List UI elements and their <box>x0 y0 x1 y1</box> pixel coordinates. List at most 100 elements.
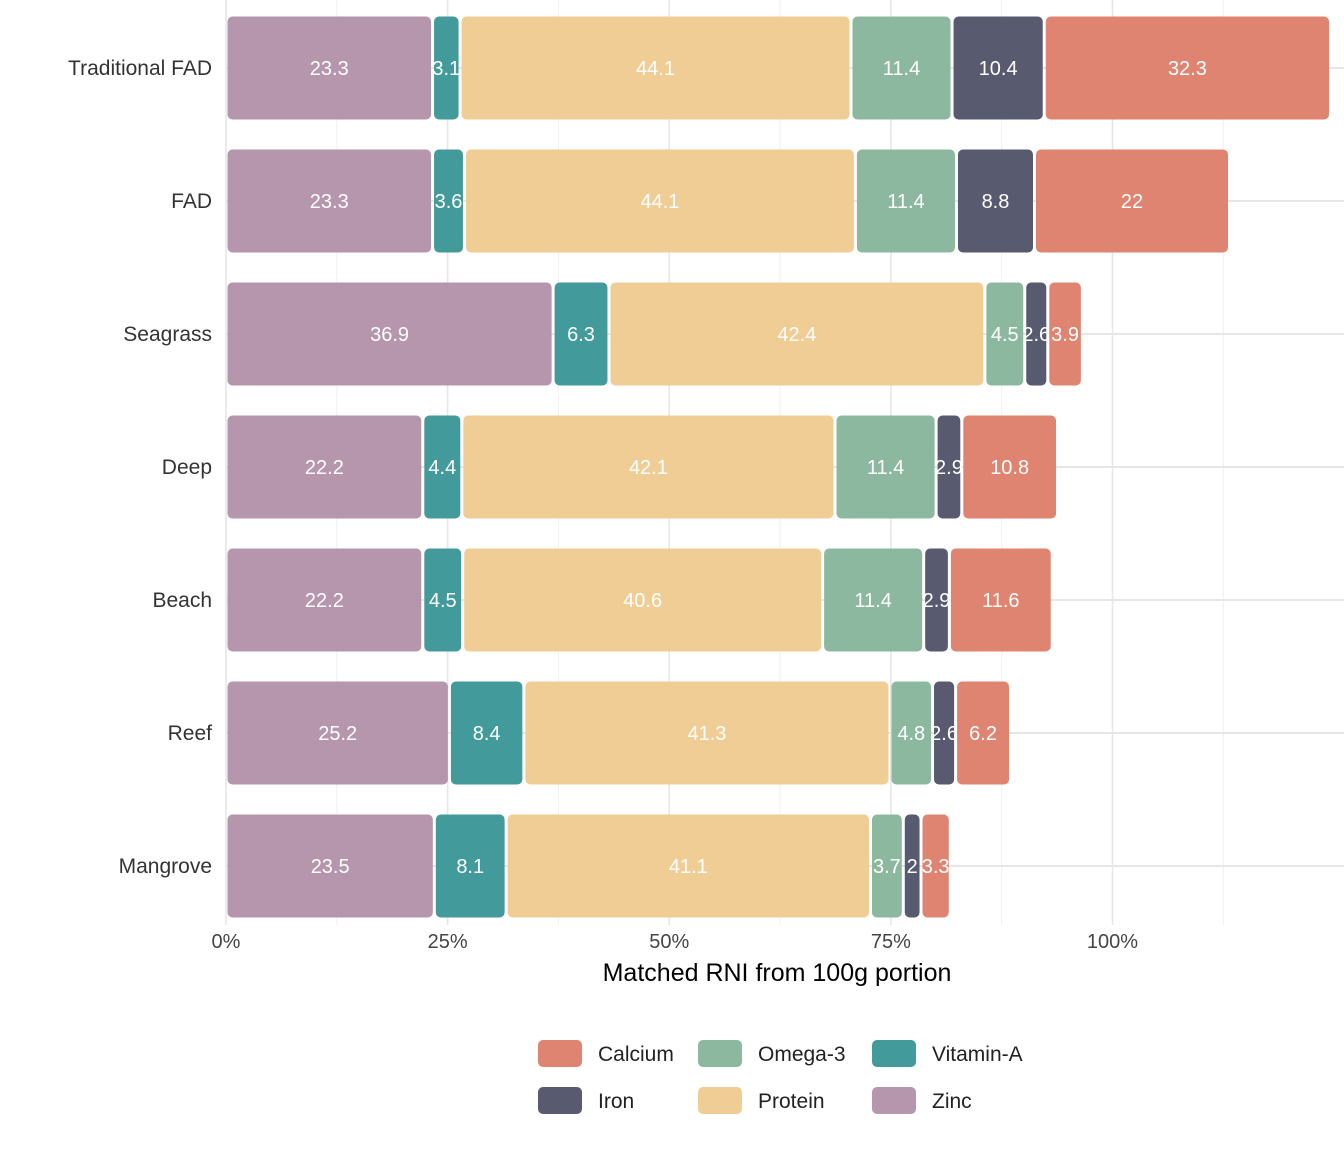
x-axis-title: Matched RNI from 100g portion <box>603 959 952 987</box>
bar-calcium <box>1045 16 1330 120</box>
bar-calcium <box>957 681 1010 785</box>
bar-vitamin-a <box>424 548 462 652</box>
category-label: Seagrass <box>123 323 212 346</box>
category-label: Reef <box>168 722 213 745</box>
data-label-protein: 41.3 <box>687 723 726 745</box>
data-label-calcium: 6.2 <box>969 723 997 745</box>
data-label-iron: 10.4 <box>979 58 1018 80</box>
data-label-calcium: 3.3 <box>922 856 950 878</box>
bar-iron <box>937 415 961 519</box>
data-label-omega-3: 4.8 <box>897 723 925 745</box>
legend-swatch-protein <box>698 1087 742 1114</box>
category-label: FAD <box>171 190 212 213</box>
legend-label-protein: Protein <box>758 1090 825 1113</box>
bar-calcium <box>1049 282 1081 386</box>
data-label-calcium: 22 <box>1121 191 1143 213</box>
bar-vitamin-a <box>435 814 505 918</box>
data-label-omega-3: 3.7 <box>873 856 901 878</box>
data-label-iron: 2.6 <box>1022 324 1050 346</box>
x-tick-labels: 0% 25% 50% 75% 100% <box>212 931 1139 953</box>
data-label-zinc: 23.5 <box>311 856 350 878</box>
data-label-vitamin-a: 4.4 <box>428 457 456 479</box>
bar-protein <box>461 16 850 120</box>
data-label-omega-3: 11.4 <box>883 58 920 80</box>
category-label: Mangrove <box>119 855 212 878</box>
bar-zinc <box>227 681 448 785</box>
data-label-omega-3: 11.4 <box>887 191 924 213</box>
bar-omega-3 <box>824 548 923 652</box>
data-label-vitamin-a: 8.4 <box>473 723 501 745</box>
data-label-calcium: 10.8 <box>990 457 1029 479</box>
legend-swatch-omega-3 <box>698 1040 742 1067</box>
bar-omega-3 <box>871 814 902 918</box>
bar-iron <box>953 16 1043 120</box>
bar-zinc <box>227 814 433 918</box>
data-label-omega-3: 11.4 <box>854 590 891 612</box>
data-label-zinc: 23.3 <box>310 58 349 80</box>
data-label-protein: 40.6 <box>623 590 662 612</box>
bar-omega-3 <box>856 149 955 253</box>
x-tick-label: 0% <box>212 931 241 953</box>
bar-calcium <box>950 548 1051 652</box>
data-label-iron: 2 <box>907 856 918 878</box>
bar-omega-3 <box>852 16 951 120</box>
x-tick-label: 25% <box>428 931 468 953</box>
data-label-iron: 2.9 <box>935 457 963 479</box>
category-label: Deep <box>162 456 212 479</box>
bar-iron <box>957 149 1033 253</box>
bar-iron <box>904 814 920 918</box>
data-label-zinc: 22.2 <box>305 590 344 612</box>
data-label-vitamin-a: 4.5 <box>429 590 457 612</box>
bar-iron <box>934 681 955 785</box>
data-label-protein: 41.1 <box>669 856 708 878</box>
legend-label-omega-3: Omega-3 <box>758 1043 846 1066</box>
data-label-calcium: 32.3 <box>1168 58 1207 80</box>
bar-vitamin-a <box>554 282 608 386</box>
data-label-protein: 44.1 <box>640 191 679 213</box>
bar-protein <box>610 282 984 386</box>
bar-vitamin-a <box>434 16 459 120</box>
bar-omega-3 <box>836 415 935 519</box>
x-tick-label: 75% <box>871 931 911 953</box>
bar-calcium <box>963 415 1057 519</box>
legend-swatch-vitamin-a <box>872 1040 916 1067</box>
data-label-calcium: 3.9 <box>1051 324 1079 346</box>
legend-swatch-calcium <box>538 1040 582 1067</box>
data-label-protein: 42.4 <box>777 324 816 346</box>
bar-vitamin-a <box>424 415 461 519</box>
data-label-vitamin-a: 3.1 <box>432 58 460 80</box>
data-label-zinc: 22.2 <box>305 457 344 479</box>
data-label-omega-3: 4.5 <box>991 324 1019 346</box>
bar-zinc <box>227 149 432 253</box>
bar-protein <box>465 149 854 253</box>
category-labels: Traditional FAD FAD Seagrass Deep Beach Reef M… <box>68 57 212 878</box>
bar-zinc <box>227 415 422 519</box>
bar-omega-3 <box>891 681 932 785</box>
data-label-zinc: 36.9 <box>370 324 409 346</box>
data-label-iron: 2.9 <box>923 590 951 612</box>
bar-protein <box>464 548 822 652</box>
bar-protein <box>525 681 889 785</box>
bar-iron <box>925 548 948 652</box>
data-label-iron: 8.8 <box>982 191 1010 213</box>
bar-iron <box>1026 282 1047 386</box>
legend-swatch-zinc <box>872 1087 916 1114</box>
data-label-protein: 44.1 <box>636 58 675 80</box>
data-label-calcium: 11.6 <box>982 590 1019 612</box>
legend-label-zinc: Zinc <box>932 1090 972 1113</box>
legend-label-iron: Iron <box>598 1090 634 1113</box>
bar-zinc <box>227 16 432 120</box>
category-label: Traditional FAD <box>68 57 212 80</box>
x-tick-label: 50% <box>649 931 689 953</box>
legend: Calcium Omega-3 Vitamin-A Iron Protein Zinc <box>538 1040 1023 1114</box>
category-label: Beach <box>152 589 212 612</box>
data-label-vitamin-a: 8.1 <box>456 856 484 878</box>
bar-vitamin-a <box>450 681 523 785</box>
bar-omega-3 <box>986 282 1024 386</box>
bar-protein <box>507 814 869 918</box>
bar-vitamin-a <box>434 149 463 253</box>
bar-zinc <box>227 282 552 386</box>
bar-calcium <box>922 814 949 918</box>
legend-label-calcium: Calcium <box>598 1043 674 1066</box>
